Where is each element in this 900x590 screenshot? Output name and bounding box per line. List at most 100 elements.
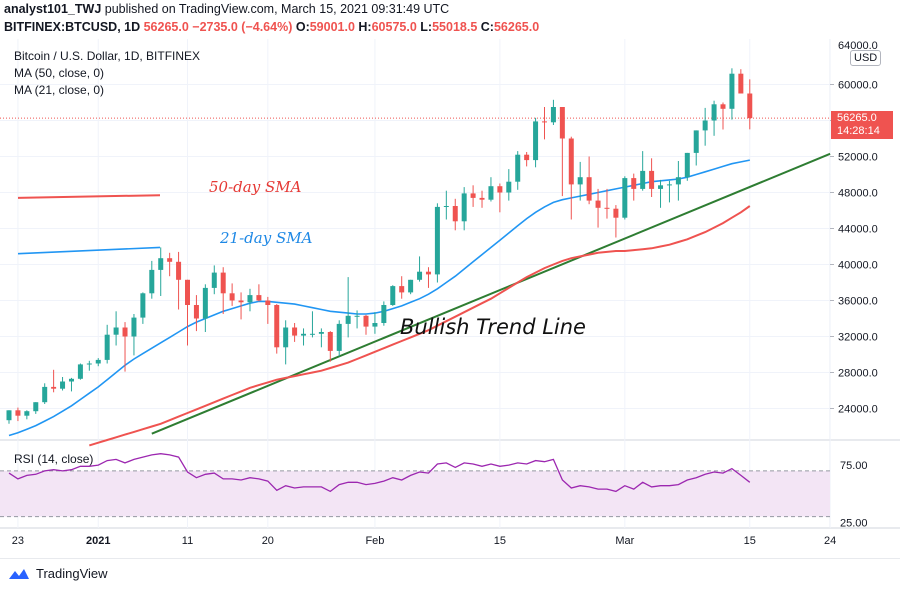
candle-body[interactable] [649, 170, 655, 189]
open-label: O: [295, 20, 310, 34]
candle-body[interactable] [586, 177, 592, 201]
candle-body[interactable] [604, 207, 610, 209]
candle-body[interactable] [595, 200, 601, 208]
candle-body[interactable] [318, 332, 324, 334]
candle-body[interactable] [202, 287, 208, 319]
candle-body[interactable] [443, 206, 449, 207]
bullish-trend-line[interactable] [151, 152, 831, 435]
candle-body[interactable] [60, 381, 66, 389]
candle-body[interactable] [131, 317, 137, 337]
candle-body[interactable] [33, 402, 39, 412]
candle-body[interactable] [247, 295, 253, 303]
candle-body[interactable] [176, 261, 182, 280]
candle-body[interactable] [122, 327, 128, 337]
candle-body[interactable] [666, 184, 672, 186]
price-chart[interactable]: 23 2021 11 20 Feb 15 Mar 15 24 24000.0 28000.0 3200… [0, 39, 900, 559]
candle-body[interactable] [185, 279, 190, 305]
candle-body[interactable] [42, 386, 48, 403]
candle-body[interactable] [425, 271, 431, 275]
candle-body[interactable] [104, 334, 110, 360]
candle-body[interactable] [113, 327, 119, 335]
candle-body[interactable] [363, 315, 369, 327]
candle-body[interactable] [568, 138, 574, 185]
candle-body[interactable] [613, 208, 619, 218]
candle-body[interactable] [711, 104, 717, 121]
candle-body[interactable] [461, 193, 467, 222]
candle-body[interactable] [729, 73, 735, 109]
candle-body[interactable] [274, 305, 280, 348]
time-axis-label: Mar [615, 535, 634, 547]
rsi-line[interactable] [8, 453, 751, 493]
candle-body[interactable] [292, 327, 298, 336]
candle-body[interactable] [488, 186, 494, 200]
candle-body[interactable] [167, 258, 173, 262]
legend-ma50[interactable]: MA (50, close, 0) [14, 66, 105, 80]
candle-body[interactable] [256, 295, 262, 301]
candle-body[interactable] [265, 300, 271, 306]
candle-body[interactable] [559, 107, 565, 139]
candle-body[interactable] [408, 279, 414, 293]
candle-body[interactable] [77, 364, 83, 379]
candle-body[interactable] [675, 177, 681, 185]
candle-body[interactable] [372, 323, 378, 327]
candle-body[interactable] [211, 272, 217, 288]
candle-body[interactable] [631, 178, 637, 189]
annotation-50-day-sma: 50-day SMA [209, 178, 302, 196]
candle-body[interactable] [738, 73, 744, 94]
candle-body[interactable] [497, 186, 503, 193]
candle-body[interactable] [640, 170, 646, 189]
candle-body[interactable] [51, 386, 57, 389]
candle-body[interactable] [452, 206, 458, 222]
candle-body[interactable] [301, 333, 307, 336]
price-axis-label: 24000.0 [838, 404, 878, 416]
candle-body[interactable] [95, 359, 101, 364]
currency-button[interactable]: USD [850, 50, 882, 66]
legend-rsi[interactable]: RSI (14, close) [14, 452, 94, 466]
candle-body[interactable] [327, 332, 333, 351]
candle-body[interactable] [524, 154, 530, 161]
candle-body[interactable] [354, 315, 360, 317]
candle-body[interactable] [577, 177, 583, 185]
candle-body[interactable] [684, 152, 690, 178]
tradingview-brand[interactable]: TradingView [36, 566, 108, 581]
candle-body[interactable] [86, 363, 92, 365]
candle-body[interactable] [193, 305, 199, 319]
candle-body[interactable] [533, 121, 539, 161]
candle-body[interactable] [345, 315, 351, 324]
candle-body[interactable] [747, 93, 753, 119]
candle-body[interactable] [220, 272, 226, 294]
ma50-line[interactable] [89, 205, 751, 447]
candle-body[interactable] [550, 107, 556, 123]
candle-body[interactable] [309, 333, 315, 335]
candle-body[interactable] [15, 410, 21, 416]
candle-body[interactable] [149, 269, 155, 294]
candle-body[interactable] [417, 271, 423, 280]
candle-body[interactable] [702, 120, 708, 131]
candle-body[interactable] [470, 193, 476, 198]
candle-body[interactable] [238, 300, 244, 303]
candle-body[interactable] [622, 178, 628, 218]
candle-body[interactable] [434, 206, 440, 275]
candle-body[interactable] [515, 154, 521, 182]
price-axis-label: 44000.0 [838, 224, 878, 236]
candle-body[interactable] [140, 293, 146, 318]
candle-body[interactable] [381, 305, 387, 323]
price-axis-label: 40000.0 [838, 260, 878, 272]
candle-body[interactable] [24, 411, 30, 416]
candle-body[interactable] [158, 258, 164, 270]
candle-body[interactable] [693, 130, 699, 153]
candle-body[interactable] [283, 327, 289, 348]
candle-body[interactable] [229, 293, 235, 301]
author-name[interactable]: analyst101_TWJ [4, 2, 102, 16]
candle-body[interactable] [506, 181, 512, 193]
candle-body[interactable] [542, 121, 547, 123]
candle-body[interactable] [336, 323, 342, 351]
candle-body[interactable] [658, 185, 664, 189]
legend-ma21[interactable]: MA (21, close, 0) [14, 83, 105, 97]
candle-body[interactable] [68, 378, 74, 382]
candle-body[interactable] [390, 286, 396, 305]
candle-body[interactable] [720, 104, 726, 109]
candle-body[interactable] [399, 286, 405, 293]
candle-body[interactable] [6, 410, 12, 421]
candle-body[interactable] [479, 197, 485, 200]
